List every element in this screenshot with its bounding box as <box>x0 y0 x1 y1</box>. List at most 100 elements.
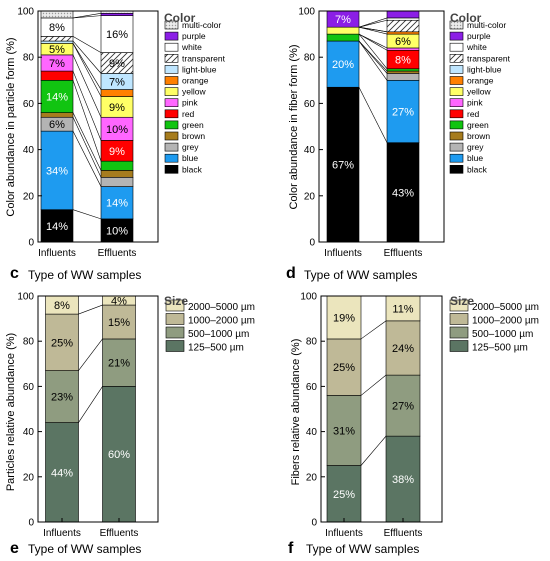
legend-swatch <box>165 313 185 325</box>
legend-label: transparent <box>182 53 226 63</box>
legend-swatch <box>449 142 464 152</box>
bar-segment <box>326 26 360 35</box>
bar-segment <box>40 209 74 243</box>
bar-segment <box>40 112 74 118</box>
bar-segment <box>326 465 362 523</box>
connector-line <box>358 17 388 28</box>
data-label: 34% <box>46 165 68 177</box>
data-label: 7% <box>49 58 65 70</box>
legend-label: brown <box>467 131 490 141</box>
data-label: 4% <box>111 296 127 308</box>
legend-swatch <box>449 76 464 85</box>
legend-label: orange <box>182 76 209 86</box>
y-tick-label: 0 <box>311 518 317 529</box>
connector-line <box>358 33 388 51</box>
connector-line <box>358 26 388 35</box>
legend-label: 1000–2000 µm <box>188 316 255 327</box>
legend-label: grey <box>182 142 199 152</box>
data-label: 5% <box>49 44 65 56</box>
plot-frame <box>320 295 443 523</box>
bar-segment <box>100 13 134 16</box>
legend-label: light-blue <box>182 64 217 74</box>
legend-swatch <box>449 20 464 30</box>
data-label: 44% <box>51 467 73 479</box>
data-label: 25% <box>333 489 355 501</box>
legend-label: black <box>467 164 488 174</box>
plot-frame <box>37 10 159 243</box>
data-label: 10% <box>106 225 128 237</box>
bar-segment <box>40 40 74 44</box>
legend-swatch <box>164 153 179 163</box>
connector-line <box>358 33 388 69</box>
connector-line <box>72 13 102 19</box>
legend-label: green <box>467 120 489 130</box>
y-tick-label: 40 <box>306 427 318 438</box>
legend-label: white <box>181 42 202 52</box>
y-tick-label: 20 <box>304 191 316 202</box>
data-label: 14% <box>46 221 68 233</box>
legend-swatch <box>165 340 185 352</box>
legend-swatch <box>164 120 179 130</box>
y-tick-label: 60 <box>23 99 35 110</box>
x-axis-label: Type of WW samples <box>304 268 417 282</box>
bar-segment <box>386 73 420 81</box>
legend-swatch <box>164 76 179 85</box>
connector-line <box>72 70 102 141</box>
legend-label: red <box>467 109 480 119</box>
bar-segment <box>385 320 421 376</box>
legend-label: yellow <box>182 87 206 97</box>
legend-swatch <box>164 109 179 119</box>
y-tick-label: 80 <box>23 337 35 348</box>
connector-line <box>72 117 102 178</box>
legend-swatch <box>164 142 179 152</box>
y-tick-label: 100 <box>17 7 34 18</box>
y-tick-label: 100 <box>17 292 34 303</box>
connector-line <box>358 40 388 81</box>
bar-segment <box>326 295 362 340</box>
legend-title: Size <box>164 294 188 308</box>
data-label: 27% <box>392 106 414 118</box>
x-tick-label: Influents <box>38 248 76 259</box>
legend-swatch <box>164 131 179 141</box>
legend-swatch <box>449 31 464 41</box>
data-label: 7% <box>109 76 125 88</box>
legend-swatch <box>449 326 469 339</box>
data-label: 8% <box>49 22 65 34</box>
legend-label: 125–500 µm <box>472 343 528 354</box>
legend-label: multi-color <box>182 20 221 30</box>
data-label: 19% <box>333 312 355 324</box>
plot-color-fibers: 67% 20% 7% 43% 27% 8% 6% 0 20 40 60 80 100 Influents E… <box>298 7 510 260</box>
data-label: 6% <box>49 119 65 131</box>
y-tick-label: 60 <box>304 99 316 110</box>
connector-line <box>72 15 102 19</box>
legend-label: black <box>182 164 203 174</box>
legend-label: purple <box>182 31 206 41</box>
legend-label: orange <box>467 76 494 86</box>
legend-label: transparent <box>467 53 511 63</box>
legend-swatch <box>165 326 185 339</box>
y-tick-label: 0 <box>28 518 34 529</box>
bar-segment <box>102 304 136 340</box>
y-tick-label: 80 <box>23 53 35 64</box>
legend-swatch <box>164 31 179 41</box>
legend-swatch <box>449 340 469 352</box>
data-label: 8% <box>54 300 70 312</box>
legend-label: blue <box>182 153 198 163</box>
legend-swatch <box>449 120 464 130</box>
legend-swatch <box>449 65 464 74</box>
panel-f: 25% 31% 25% 19% 38% 27% 24% 11% 0 20 40 60 80 100 Infl… <box>288 292 539 558</box>
data-label: 9% <box>109 102 125 114</box>
data-label: 43% <box>392 187 414 199</box>
data-label: 21% <box>108 358 130 370</box>
legend-label: grey <box>467 142 484 152</box>
data-label: 9% <box>109 58 125 70</box>
y-tick-label: 100 <box>298 7 315 18</box>
connector-line <box>78 304 103 315</box>
y-tick-label: 80 <box>306 337 318 348</box>
legend-swatch <box>164 165 179 174</box>
connector-line <box>358 40 388 72</box>
legend-swatch <box>164 53 179 63</box>
bar-segment <box>386 70 420 74</box>
data-label: 9% <box>109 146 125 158</box>
panel-letter-d: d <box>286 265 296 282</box>
